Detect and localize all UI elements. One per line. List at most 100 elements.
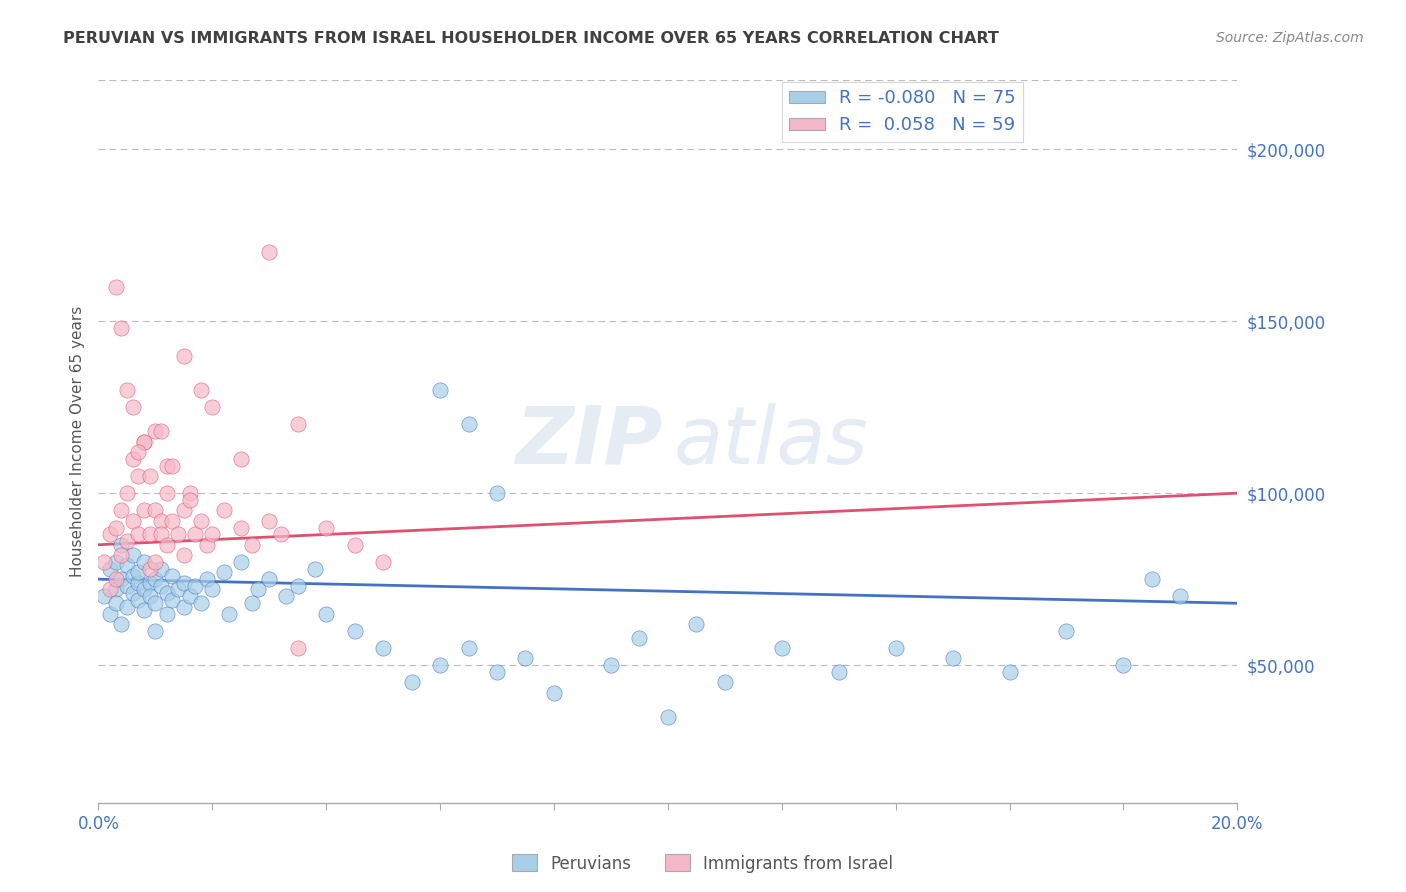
Point [201,400,224,414]
Point [138,527,160,541]
Point [115,599,138,614]
Point [259,514,281,528]
Point [685,616,707,631]
Point [770,640,793,655]
Point [121,568,143,582]
Point [110,616,132,631]
Point [162,514,184,528]
Point [179,493,201,508]
Point [104,555,127,569]
Point [240,596,263,610]
Point [287,640,309,655]
Point [429,658,451,673]
Point [429,383,451,397]
Point [457,417,479,432]
Legend: R = -0.080   N = 75, R =  0.058   N = 59: R = -0.080 N = 75, R = 0.058 N = 59 [782,82,1024,142]
Point [115,486,138,500]
Point [98,582,121,597]
Point [1140,572,1163,586]
Point [127,592,149,607]
Point [156,586,179,600]
Point [121,514,143,528]
Point [121,451,143,466]
Point [110,538,132,552]
Point [259,572,281,586]
Point [229,451,252,466]
Point [104,572,127,586]
Point [132,434,155,449]
Point [401,675,423,690]
Point [138,469,160,483]
Point [93,590,115,604]
Point [212,566,235,580]
Point [127,566,149,580]
Point [115,534,138,549]
Point [628,631,651,645]
Point [145,624,167,638]
Y-axis label: Householder Income Over 65 years: Householder Income Over 65 years [69,306,84,577]
Point [190,514,212,528]
Point [115,558,138,573]
Point [150,424,173,438]
Point [179,486,201,500]
Point [115,579,138,593]
Point [145,503,167,517]
Point [218,607,240,621]
Point [240,538,263,552]
Point [195,572,218,586]
Point [104,279,127,293]
Point [287,417,309,432]
Point [138,590,160,604]
Point [104,596,127,610]
Point [93,555,115,569]
Point [179,590,201,604]
Point [127,445,149,459]
Point [828,665,851,679]
Point [98,527,121,541]
Point [270,527,292,541]
Point [315,520,337,534]
Point [246,582,269,597]
Point [195,538,218,552]
Point [138,575,160,590]
Point [156,607,179,621]
Point [167,527,190,541]
Point [173,548,195,562]
Point [145,424,167,438]
Point [1112,658,1135,673]
Point [201,582,224,597]
Point [132,603,155,617]
Point [150,514,173,528]
Point [190,383,212,397]
Point [150,562,173,576]
Point [156,538,179,552]
Point [138,562,160,576]
Point [942,651,965,665]
Point [1170,590,1192,604]
Text: atlas: atlas [673,402,869,481]
Point [162,568,184,582]
Point [229,555,252,569]
Point [184,527,207,541]
Point [315,607,337,621]
Point [162,458,184,473]
Point [600,658,623,673]
Legend: Peruvians, Immigrants from Israel: Peruvians, Immigrants from Israel [506,847,900,880]
Point [212,503,235,517]
Point [201,527,224,541]
Point [884,640,907,655]
Point [173,349,195,363]
Point [98,607,121,621]
Point [998,665,1021,679]
Point [1056,624,1078,638]
Point [304,562,326,576]
Point [162,592,184,607]
Point [110,572,132,586]
Point [543,686,565,700]
Point [98,562,121,576]
Point [110,321,132,335]
Point [145,596,167,610]
Point [104,520,127,534]
Point [343,538,366,552]
Point [132,434,155,449]
